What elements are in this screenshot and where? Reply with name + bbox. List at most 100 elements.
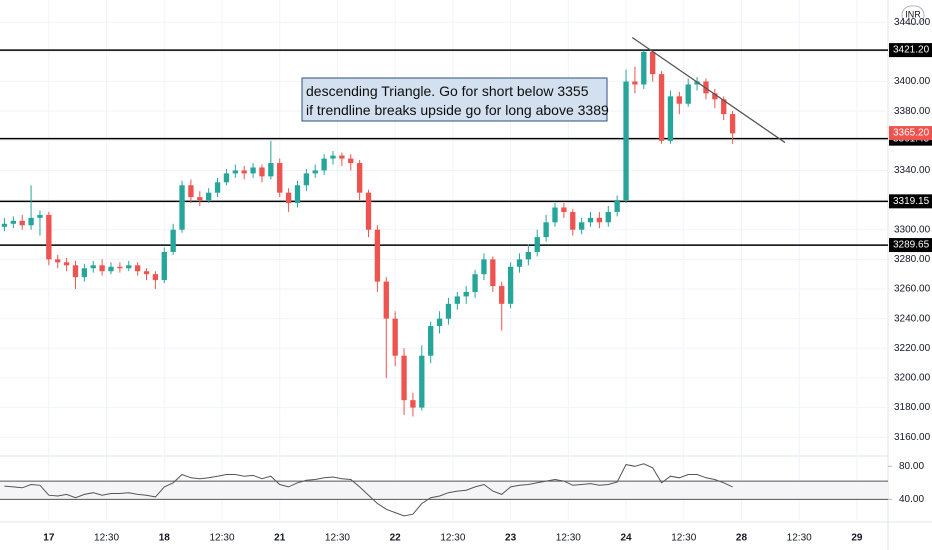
candle-body <box>356 163 363 193</box>
candle-body <box>729 114 736 134</box>
candle-body <box>223 173 230 183</box>
candle-body <box>463 291 469 297</box>
x-tick-label: 12:30 <box>787 533 812 544</box>
x-tick-label: 21 <box>274 533 286 544</box>
candle-body <box>179 185 185 230</box>
y-tick-label: 3160.00 <box>894 432 931 443</box>
candle-body <box>605 211 611 223</box>
annotation-line: descending Triangle. Go for short below … <box>306 83 589 99</box>
candle-body <box>55 259 61 263</box>
candle-body <box>587 217 594 223</box>
candle-body <box>277 163 283 193</box>
candle-body <box>339 155 345 159</box>
candle-body <box>650 51 656 75</box>
candle-body <box>374 229 381 282</box>
candle-body <box>206 192 212 201</box>
candle-body <box>383 281 389 319</box>
y-tick-label: 3260.00 <box>894 284 931 295</box>
candle-body <box>28 217 34 226</box>
candle-body <box>99 265 105 272</box>
last-price-label: 3365.20 <box>893 128 930 139</box>
candle-body <box>667 96 674 141</box>
currency-badge <box>901 5 925 25</box>
candle-body <box>561 207 567 212</box>
level-label: 3421.20 <box>893 45 930 56</box>
marks <box>0 36 888 517</box>
candle-body <box>152 274 159 281</box>
x-tick-label: 24 <box>620 533 632 544</box>
x-tick-label: 29 <box>851 533 863 544</box>
candle-body <box>623 81 629 201</box>
candle-body <box>1 223 8 227</box>
annotation-box <box>301 77 608 122</box>
candle-body <box>46 214 52 260</box>
candle-body <box>312 170 318 174</box>
candle-body <box>570 211 576 230</box>
candle-body <box>232 170 238 174</box>
y-tick-label: 3400.00 <box>894 76 931 87</box>
candle-body <box>658 74 665 141</box>
candle-body <box>516 259 523 267</box>
candle-body <box>117 266 123 269</box>
candle-body <box>685 84 691 104</box>
x-tick-label: 12:30 <box>671 533 696 544</box>
candle-body <box>712 93 718 100</box>
candle-body <box>596 217 603 223</box>
candle-body <box>436 318 443 327</box>
rsi-band <box>0 481 888 500</box>
x-tick-label: 23 <box>505 533 517 544</box>
candle-body <box>525 251 532 260</box>
candle-body <box>614 200 620 212</box>
y-tick-label: 3180.00 <box>894 402 931 413</box>
candle-body <box>10 220 16 224</box>
candle-body <box>37 214 43 218</box>
y-tick-label: 3380.00 <box>894 106 931 117</box>
candle-body <box>419 355 425 408</box>
candle-body <box>445 303 452 319</box>
candle-body <box>126 265 132 269</box>
x-tick-label: 12:30 <box>556 533 581 544</box>
candle-body <box>365 192 372 230</box>
level-label: 3319.15 <box>893 196 930 207</box>
candle-body <box>197 197 203 201</box>
y-tick-label: 3300.00 <box>894 224 931 235</box>
x-tick-label: 12:30 <box>325 533 350 544</box>
y-tick-label: 3200.00 <box>894 373 931 384</box>
candle-body <box>285 192 292 204</box>
rsi-tick-label: 80.00 <box>899 461 924 472</box>
candle-body <box>676 96 682 104</box>
candle-body <box>294 185 301 204</box>
candle-body <box>188 185 194 198</box>
y-tick-label: 3440.00 <box>894 17 931 28</box>
candle-body <box>321 158 327 171</box>
candle-body <box>543 222 549 238</box>
candle-body <box>250 167 256 174</box>
candle-body <box>578 222 585 230</box>
candle-body <box>161 251 167 281</box>
y-tick-label: 3340.00 <box>894 165 931 176</box>
x-tick-label: 28 <box>736 533 748 544</box>
candle-body <box>348 158 354 164</box>
candle-body <box>428 326 434 356</box>
x-tick-label: 12:30 <box>94 533 119 544</box>
level-label: 3289.65 <box>893 240 930 251</box>
currency: INR <box>905 9 921 19</box>
rsi-line <box>4 463 733 517</box>
candle-body <box>499 286 505 304</box>
candle-body <box>303 173 310 186</box>
candle-body <box>19 220 25 226</box>
candle-body <box>81 268 88 278</box>
candle-body <box>641 51 647 85</box>
candle-body <box>392 318 398 356</box>
candle-body <box>632 81 638 85</box>
candle-body <box>330 155 336 159</box>
candle-body <box>214 182 221 193</box>
candle-body <box>694 81 700 85</box>
candle-body <box>490 259 496 287</box>
candle-body <box>72 265 79 278</box>
x-tick-label: 18 <box>159 533 171 544</box>
candle-body <box>401 355 407 401</box>
candle-body <box>134 265 141 272</box>
candle-body <box>481 259 487 275</box>
annotation-line: if trendline breaks upside go for long a… <box>306 102 609 118</box>
